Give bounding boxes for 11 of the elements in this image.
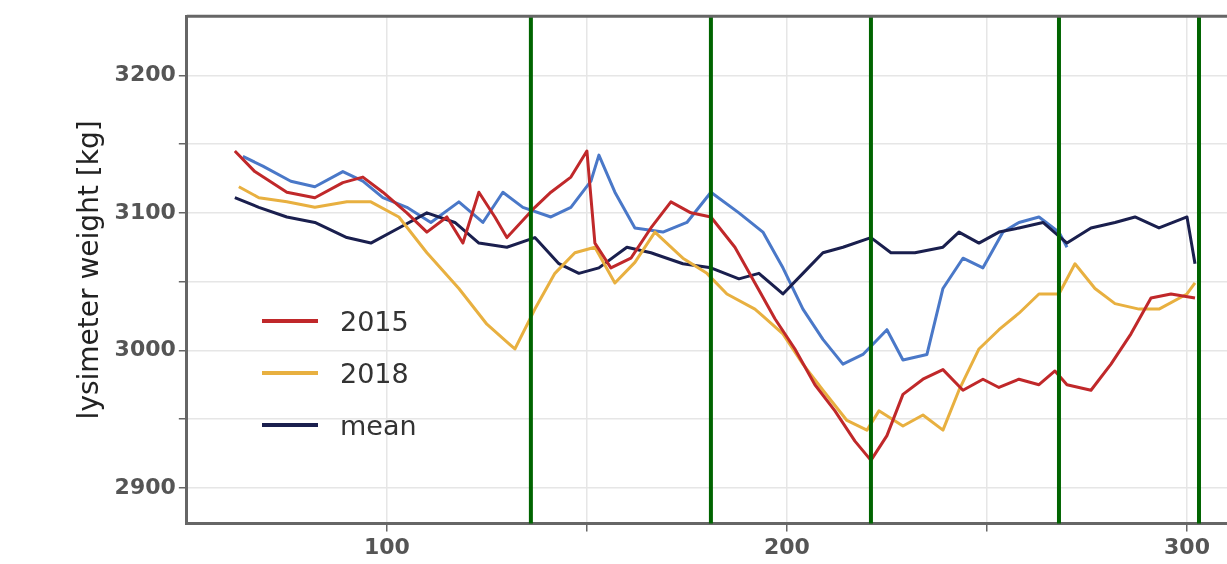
legend-label: mean [340,409,417,441]
x-tick-label: 200 [763,533,810,559]
y-tick-label: 3000 [114,336,176,362]
x-tick-label: 100 [363,533,410,559]
y-tick-label: 2900 [114,473,176,499]
legend-label: 2015 [340,305,409,337]
y-axis-title: lysimeter weight [kg] [72,120,106,420]
y-tick-label: 3100 [114,198,176,224]
y-tick-label: 3200 [114,61,176,87]
legend-label: 2018 [340,357,409,389]
x-tick-label: 300 [1164,533,1210,559]
